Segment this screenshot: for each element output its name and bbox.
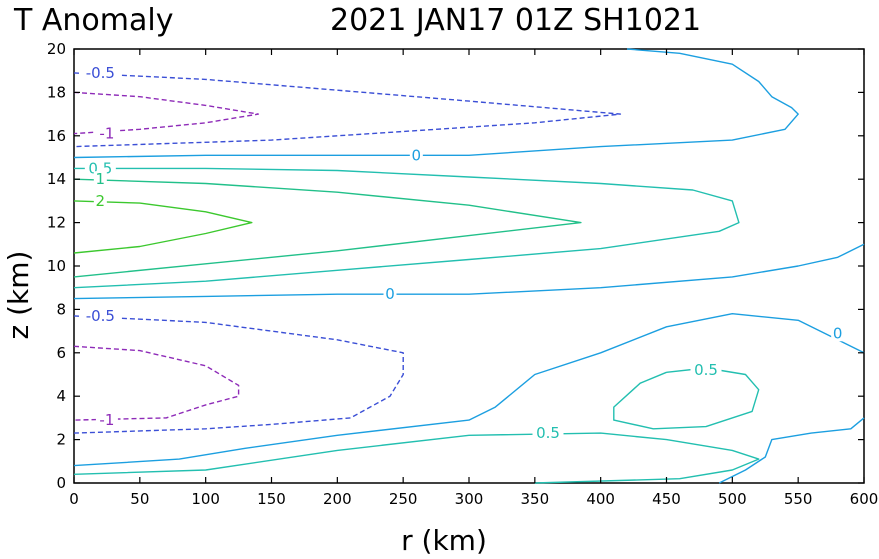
x-tick-label: 450 [652, 490, 681, 508]
contour-line [73, 315, 404, 434]
x-tick-label: 50 [130, 490, 149, 508]
contour-label-bg [95, 125, 118, 142]
x-tick-label: 350 [521, 490, 550, 508]
x-tick-label: 150 [257, 490, 286, 508]
y-tick-label: 16 [47, 127, 66, 145]
contour-label-bg [84, 160, 116, 177]
contour-line [73, 432, 760, 484]
contour-label: 0.5 [536, 424, 560, 442]
contour-lines [73, 48, 865, 484]
x-axis-label: r (km) [401, 524, 487, 557]
contour-label: -0.5 [86, 64, 115, 82]
contour-label: -1 [99, 125, 114, 143]
y-tick-label: 0 [56, 474, 66, 492]
x-tick-label: 550 [784, 490, 813, 508]
contour-label: -0.5 [86, 307, 115, 325]
contour-line [73, 91, 259, 135]
x-tick-label: 200 [323, 490, 352, 508]
plot-frame [73, 48, 865, 484]
y-tick-label: 20 [47, 40, 66, 58]
contour-label-bg [95, 412, 118, 429]
contour-line [73, 200, 253, 254]
y-tick-label: 4 [56, 387, 66, 405]
contour-label-bg [831, 325, 845, 342]
x-tick-label: 600 [850, 490, 879, 508]
x-tick-label: 250 [389, 490, 418, 508]
contour-line [613, 367, 760, 430]
y-tick-label: 2 [56, 431, 66, 449]
contour-label: 0.5 [694, 361, 718, 379]
x-axis: 0 50 100 150 200 250 300 350 400 450 500 550 600 [69, 49, 878, 508]
chart-title-right: 2021 JAN17 01Z SH1021 [330, 3, 701, 38]
x-tick-label: 100 [191, 490, 220, 508]
contour-label: 1 [96, 170, 106, 188]
y-axis-label: z (km) [2, 251, 35, 340]
contour-label-bg [383, 286, 397, 303]
contour-label: -1 [99, 411, 114, 429]
y-tick-label: 18 [47, 83, 66, 101]
chart-title-left: T Anomaly [13, 3, 173, 38]
contour-line [73, 48, 799, 159]
x-tick-label: 500 [718, 490, 747, 508]
contour-label-bg [690, 362, 722, 379]
contour-label: 0 [833, 324, 843, 342]
y-tick-label: 8 [56, 300, 66, 318]
contour-label-bg [93, 192, 107, 209]
x-tick-label: 400 [586, 490, 615, 508]
contour-line [73, 345, 240, 421]
y-tick-label: 12 [47, 214, 66, 232]
contour-label-bg [80, 64, 121, 81]
contour-label-bg [409, 147, 423, 164]
contour-line [73, 72, 622, 148]
contour-line [73, 313, 865, 467]
contour-label-bg [532, 425, 564, 442]
contour-line [718, 417, 865, 484]
x-tick-label: 300 [455, 490, 484, 508]
contour-line [73, 167, 740, 289]
x-tick-label: 0 [69, 490, 79, 508]
y-tick-label: 10 [47, 257, 66, 275]
y-tick-label: 14 [47, 170, 66, 188]
contour-label: 0 [385, 285, 395, 303]
contour-label: 2 [96, 192, 106, 210]
contour-line [73, 243, 865, 300]
contour-label-bg [80, 307, 121, 324]
contour-line [73, 178, 582, 278]
contour-label-bg [93, 171, 107, 188]
y-tick-label: 6 [56, 344, 66, 362]
contour-label: 0 [412, 146, 422, 164]
